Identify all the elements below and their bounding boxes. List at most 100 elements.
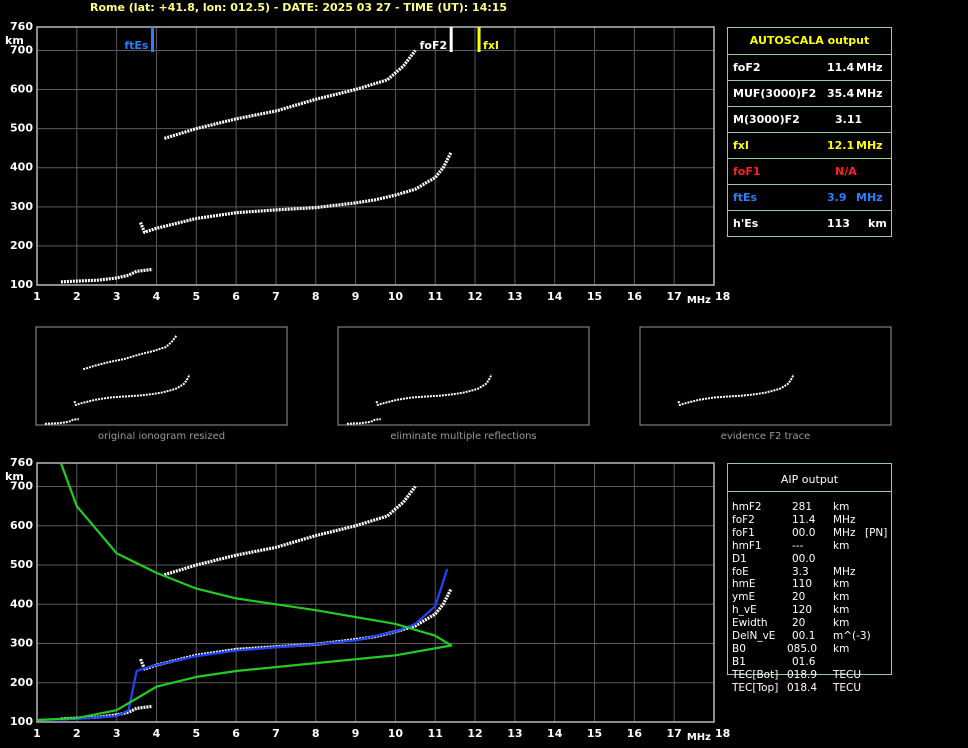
x-tick-label: 3 bbox=[113, 290, 121, 303]
row-value: 00.0 bbox=[792, 526, 816, 539]
x-tick-label: 10 bbox=[388, 290, 404, 303]
autoscala-row: h'Es 113 km bbox=[728, 210, 891, 236]
row-label: MUF(3000)F2 bbox=[733, 87, 817, 100]
x-tick-label: 6 bbox=[232, 727, 240, 740]
row-unit: km bbox=[868, 217, 887, 230]
x-tick-label: 7 bbox=[272, 290, 280, 303]
row-label: DelN_vE bbox=[732, 630, 776, 642]
echo-trace bbox=[163, 49, 417, 140]
echo-trace bbox=[73, 374, 191, 406]
row-label: TEC[Top] bbox=[732, 681, 779, 694]
thumbnail-caption: original ionogram resized bbox=[98, 431, 225, 442]
row-label: ymE bbox=[732, 591, 756, 604]
marker-label: ftEs bbox=[124, 39, 149, 52]
aip-row: foF2 11.4 MHz bbox=[728, 514, 891, 527]
x-tick-label: 12 bbox=[467, 290, 482, 303]
row-value: 3.3 bbox=[792, 565, 809, 578]
row-unit: MHz bbox=[833, 526, 856, 539]
row-value: 018.4 bbox=[787, 681, 818, 694]
autoscala-row: foF1 N/A bbox=[728, 158, 891, 184]
plot-frame bbox=[36, 462, 715, 723]
row-label: h'Es bbox=[733, 217, 759, 230]
row-unit: km bbox=[833, 539, 850, 552]
x-tick-label: 9 bbox=[352, 290, 360, 303]
echo-trace bbox=[139, 151, 453, 234]
echo-trace bbox=[375, 374, 493, 406]
row-value: 085.0 bbox=[787, 642, 818, 655]
row-value: 11.4 bbox=[827, 61, 855, 74]
row-label: foE bbox=[732, 565, 749, 578]
row-unit: km bbox=[833, 604, 850, 617]
y-tick-label: 100 bbox=[10, 278, 33, 291]
aip-panel: AIP output hmF2 281 km foF2 11.4 MHz foF1 00.0 MH… bbox=[727, 463, 892, 694]
aip-row: hmE 110 km bbox=[728, 578, 891, 591]
plot-frame bbox=[36, 26, 715, 286]
aip-row: D1 00.0 bbox=[728, 553, 891, 566]
x-tick-label: 18 bbox=[715, 290, 730, 303]
aip-row: h_vE 120 km bbox=[728, 604, 891, 617]
echo-trace bbox=[60, 267, 153, 284]
row-value: 00.0 bbox=[792, 552, 816, 565]
y-tick-label: 200 bbox=[10, 239, 33, 252]
x-tick-label: 16 bbox=[627, 727, 643, 740]
row-label: foF2 bbox=[733, 61, 761, 74]
x-tick-label: 12 bbox=[467, 727, 482, 740]
row-label: M(3000)F2 bbox=[733, 113, 800, 126]
row-value: 20 bbox=[792, 591, 806, 604]
row-label: hmF2 bbox=[732, 501, 762, 513]
x-tick-label: 7 bbox=[272, 727, 280, 740]
row-value: 281 bbox=[792, 501, 813, 513]
x-tick-label: 5 bbox=[192, 290, 200, 303]
y-tick-label: 500 bbox=[10, 122, 33, 135]
aip-row: B1 01.6 bbox=[728, 656, 891, 669]
x-tick-label: 13 bbox=[507, 290, 522, 303]
x-tick-label: 2 bbox=[73, 290, 81, 303]
y-tick-label: 760 bbox=[10, 20, 33, 33]
x-tick-label: 1 bbox=[33, 290, 41, 303]
aip-row: ymE 20 km bbox=[728, 591, 891, 604]
aip-row: Ewidth 20 km bbox=[728, 617, 891, 630]
echo-trace bbox=[44, 418, 79, 425]
row-value: 3.11 bbox=[835, 113, 863, 126]
echo-trace bbox=[677, 374, 795, 406]
row-unit: km bbox=[833, 642, 850, 655]
row-value: 12.1 bbox=[827, 139, 855, 152]
aip-row: foF1 00.0 MHz [PN] bbox=[728, 527, 891, 540]
marker-line bbox=[477, 27, 481, 52]
y-tick-label: 760 bbox=[10, 456, 33, 469]
x-unit-label: MHz bbox=[687, 295, 711, 306]
row-unit: km bbox=[833, 617, 850, 630]
row-label: foF2 bbox=[732, 513, 755, 526]
row-unit: MHz bbox=[856, 87, 883, 100]
marker-label: foF2 bbox=[420, 39, 448, 52]
x-tick-label: 1 bbox=[33, 727, 41, 740]
x-tick-label: 8 bbox=[312, 290, 320, 303]
y-tick-label: 400 bbox=[10, 161, 33, 174]
row-label: ftEs bbox=[733, 191, 758, 204]
row-value: 01.6 bbox=[792, 655, 816, 668]
thumbnail-frame bbox=[35, 326, 288, 426]
thumbnail-caption: evidence F2 trace bbox=[721, 431, 811, 442]
row-unit: m^(-3) bbox=[833, 630, 871, 642]
thumbnail-caption: eliminate multiple reflections bbox=[390, 431, 536, 442]
aip-row: hmF2 281 km bbox=[728, 501, 891, 514]
y-tick-label: 700 bbox=[10, 43, 33, 56]
x-tick-label: 17 bbox=[667, 290, 682, 303]
row-label: B0 bbox=[732, 642, 746, 655]
echo-trace bbox=[346, 418, 381, 425]
row-unit: MHz bbox=[856, 191, 883, 204]
row-label: hmF1 bbox=[732, 539, 762, 552]
autoscala-title: AUTOSCALA output bbox=[749, 34, 870, 47]
y-tick-label: 200 bbox=[10, 676, 33, 689]
y-tick-label: 600 bbox=[10, 83, 33, 96]
row-label: Ewidth bbox=[732, 617, 768, 630]
y-tick-label: 600 bbox=[10, 519, 33, 532]
row-label: foF1 bbox=[733, 165, 761, 178]
row-unit: TECU bbox=[833, 681, 862, 694]
x-tick-label: 14 bbox=[547, 727, 563, 740]
x-tick-label: 9 bbox=[352, 727, 360, 740]
row-unit: MHz bbox=[833, 513, 856, 526]
profile-line bbox=[36, 568, 449, 722]
row-unit: MHz bbox=[856, 61, 883, 74]
